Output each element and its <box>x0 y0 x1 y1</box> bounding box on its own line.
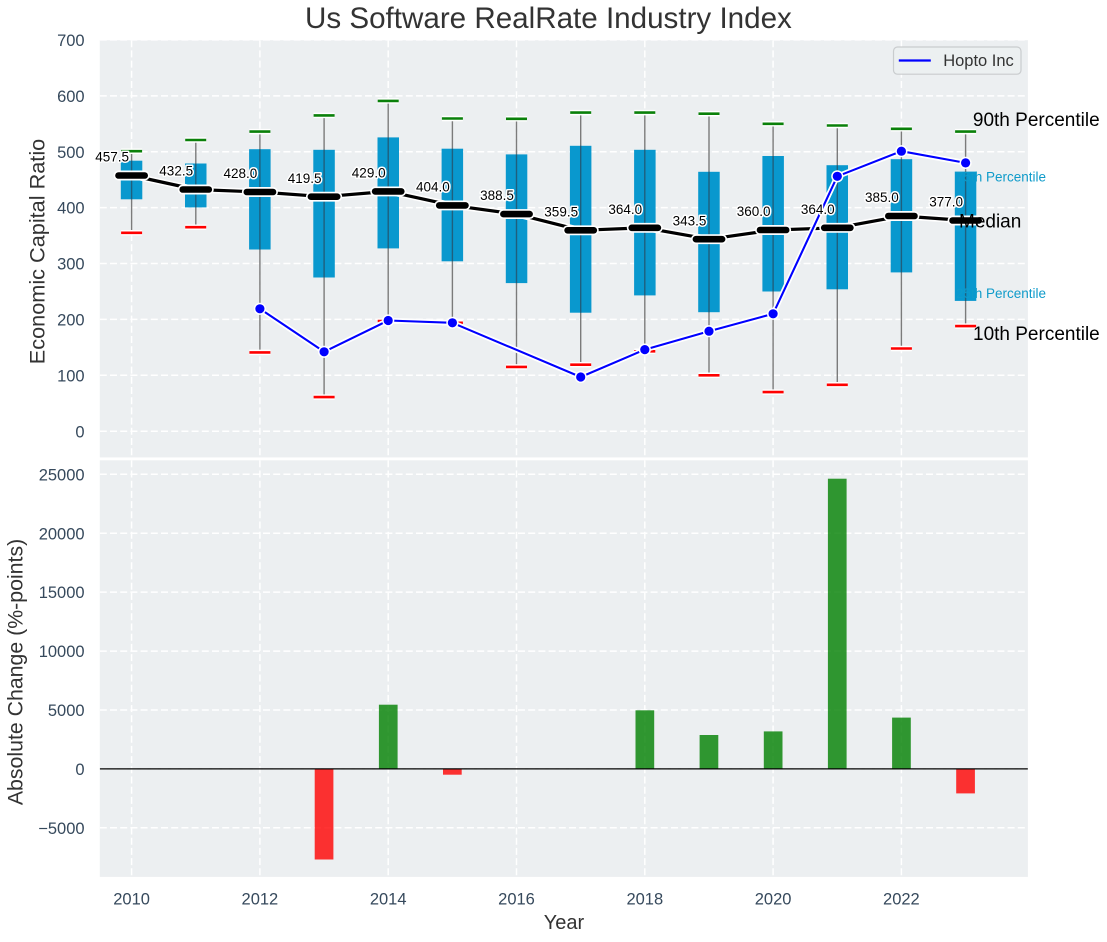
svg-text:2022: 2022 <box>883 891 920 909</box>
svg-text:15000: 15000 <box>39 584 85 602</box>
svg-text:25th Percentile: 25th Percentile <box>956 286 1046 301</box>
svg-text:75th Percentile: 75th Percentile <box>956 170 1046 185</box>
svg-text:700: 700 <box>57 32 85 50</box>
svg-text:100: 100 <box>57 367 85 385</box>
svg-text:0: 0 <box>75 423 84 441</box>
svg-text:0: 0 <box>75 761 84 779</box>
svg-text:5000: 5000 <box>48 702 85 720</box>
svg-text:300: 300 <box>57 256 85 274</box>
svg-text:364.0: 364.0 <box>608 202 642 217</box>
svg-text:Economic Capital Ratio: Economic Capital Ratio <box>25 139 50 364</box>
svg-text:2012: 2012 <box>242 891 279 909</box>
svg-text:419.5: 419.5 <box>288 171 322 186</box>
svg-text:Hopto Inc: Hopto Inc <box>943 52 1014 70</box>
svg-text:600: 600 <box>57 88 85 106</box>
svg-text:2010: 2010 <box>113 891 150 909</box>
svg-text:Us Software RealRate Industry: Us Software RealRate Industry Index <box>305 2 792 35</box>
svg-text:500: 500 <box>57 144 85 162</box>
svg-text:428.0: 428.0 <box>224 166 258 181</box>
svg-text:Year: Year <box>544 912 585 934</box>
svg-text:388.5: 388.5 <box>480 188 514 203</box>
svg-text:Absolute Change (%-points): Absolute Change (%-points) <box>4 539 28 805</box>
svg-text:377.0: 377.0 <box>929 195 963 210</box>
svg-text:2016: 2016 <box>498 891 535 909</box>
svg-text:2020: 2020 <box>755 891 792 909</box>
svg-text:360.0: 360.0 <box>737 204 771 219</box>
svg-text:359.5: 359.5 <box>544 204 578 219</box>
svg-text:364.0: 364.0 <box>801 202 835 217</box>
svg-text:343.5: 343.5 <box>673 213 707 228</box>
svg-text:385.0: 385.0 <box>865 190 899 205</box>
svg-text:90th Percentile: 90th Percentile <box>973 110 1100 131</box>
svg-text:20000: 20000 <box>39 525 85 543</box>
svg-text:429.0: 429.0 <box>352 166 386 181</box>
svg-text:404.0: 404.0 <box>416 180 450 195</box>
svg-text:200: 200 <box>57 312 85 330</box>
svg-text:457.5: 457.5 <box>95 150 129 165</box>
svg-text:400: 400 <box>57 200 85 218</box>
svg-text:25000: 25000 <box>39 466 85 484</box>
svg-text:432.5: 432.5 <box>159 164 193 179</box>
svg-text:10th Percentile: 10th Percentile <box>973 324 1100 345</box>
svg-text:2014: 2014 <box>370 891 407 909</box>
svg-text:−5000: −5000 <box>38 820 84 838</box>
svg-text:2018: 2018 <box>626 891 663 909</box>
svg-text:10000: 10000 <box>39 643 85 661</box>
svg-text:Median: Median <box>959 211 1021 232</box>
